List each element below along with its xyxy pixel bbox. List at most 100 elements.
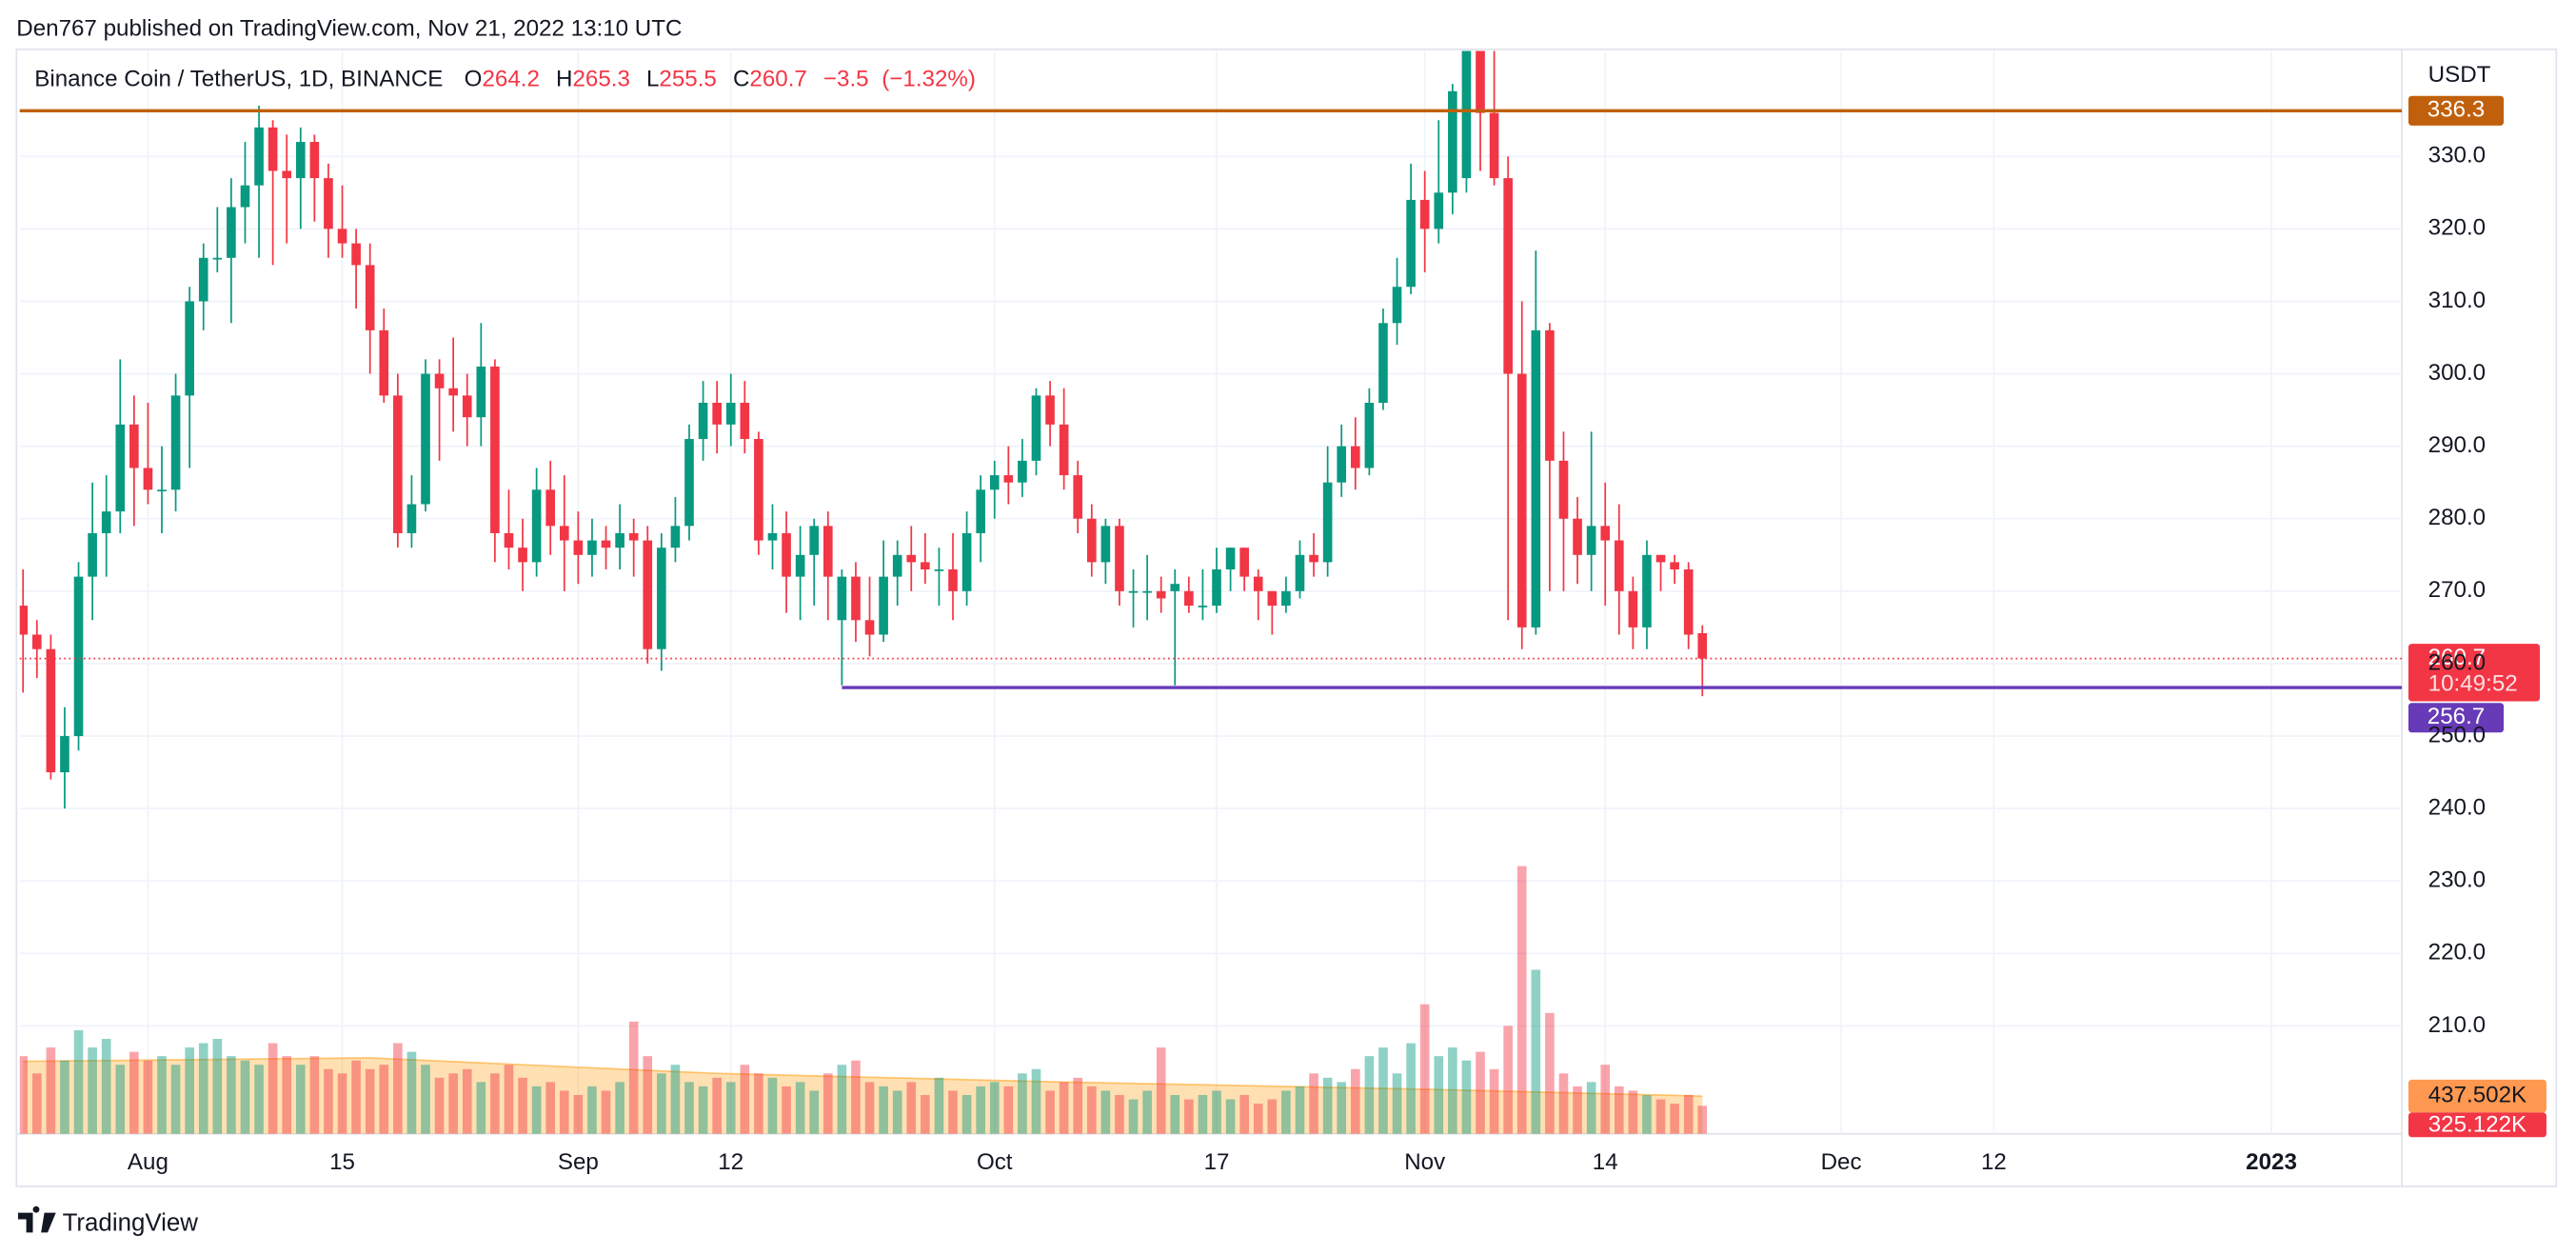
candle-body xyxy=(170,395,181,490)
candle-body xyxy=(1212,569,1221,607)
volume-bar xyxy=(1018,1073,1027,1134)
brand-icon xyxy=(17,1205,56,1233)
volume-bar xyxy=(1628,1090,1638,1134)
candle-body xyxy=(1253,576,1263,591)
volume-bar xyxy=(559,1090,569,1134)
candle-body xyxy=(101,511,111,533)
candle-body xyxy=(961,532,972,591)
candle-body xyxy=(379,329,389,396)
candle-body xyxy=(1045,395,1055,425)
candle-body xyxy=(1448,90,1457,193)
resistance-tag xyxy=(2408,95,2505,126)
y-tick-label: 240.0 xyxy=(2428,794,2486,820)
candle-body xyxy=(1476,50,1485,113)
candle-body xyxy=(240,185,250,208)
volume-bar xyxy=(198,1043,208,1134)
volume-bar xyxy=(1503,1026,1513,1134)
candle-body xyxy=(1337,446,1347,483)
candle-body xyxy=(462,395,472,418)
volume-bar xyxy=(406,1051,417,1134)
candle-body xyxy=(365,265,375,330)
x-tick-label: Aug xyxy=(128,1149,168,1175)
candle-body xyxy=(1128,590,1139,593)
candle-body xyxy=(1281,590,1291,607)
candle-body xyxy=(115,424,126,512)
candle-body xyxy=(1545,329,1555,461)
volume-bar xyxy=(1170,1094,1180,1134)
volume-bar xyxy=(657,1073,666,1134)
volume-bar xyxy=(1184,1099,1194,1134)
x-tick-label: Nov xyxy=(1404,1149,1445,1175)
candle-body xyxy=(157,489,167,492)
volume-bar xyxy=(615,1082,624,1134)
volume-bar xyxy=(767,1077,778,1134)
volume-bar xyxy=(19,1056,29,1134)
volume-bar xyxy=(837,1065,847,1134)
last-price-tag xyxy=(2408,644,2541,702)
candle-body xyxy=(795,554,805,577)
volume-bar xyxy=(1419,1004,1430,1134)
candle-body xyxy=(1586,526,1596,555)
candle-body xyxy=(254,127,264,186)
volume-bar xyxy=(1156,1047,1166,1134)
volume-bar xyxy=(1476,1051,1485,1134)
volume-bar xyxy=(1003,1086,1014,1134)
countdown-label: 10:49:52 xyxy=(2428,671,2518,697)
grid xyxy=(19,50,2403,1134)
candle-body xyxy=(698,402,708,440)
volume-bar xyxy=(143,1060,153,1134)
x-tick-label: 14 xyxy=(1593,1149,1618,1175)
y-tick-label: 300.0 xyxy=(2428,360,2486,386)
candle-body xyxy=(1697,632,1708,659)
volume-bar xyxy=(754,1073,763,1134)
candle-body xyxy=(1267,590,1278,607)
volume-bar xyxy=(1531,969,1541,1134)
volume-bar xyxy=(864,1082,875,1134)
candle-body xyxy=(587,540,597,555)
volume-bar xyxy=(961,1094,972,1134)
candle-body xyxy=(198,257,208,302)
candle-body xyxy=(490,366,500,533)
candle-body xyxy=(809,526,820,555)
volume-bar xyxy=(504,1065,514,1134)
candle-body xyxy=(822,526,833,577)
candle-body xyxy=(531,489,542,563)
volume-bar xyxy=(1309,1073,1318,1134)
volume-bar xyxy=(1516,866,1527,1134)
volume-bar xyxy=(1697,1106,1708,1134)
y-tick-label: 330.0 xyxy=(2428,143,2486,169)
candle-body xyxy=(1239,548,1249,577)
volume-bar xyxy=(379,1065,389,1134)
x-tick-label: Dec xyxy=(1821,1149,1862,1175)
candle-body xyxy=(851,576,861,621)
candles xyxy=(19,50,1708,809)
volume-bar xyxy=(822,1073,833,1134)
candle-body xyxy=(1170,584,1180,591)
x-tick-label: 12 xyxy=(1981,1149,2007,1175)
volume-bar xyxy=(1045,1090,1055,1134)
candle-body xyxy=(837,576,847,621)
candle-body xyxy=(1073,475,1083,519)
candle-body xyxy=(1655,554,1666,563)
candle-body xyxy=(1156,590,1166,599)
brand-name: TradingView xyxy=(63,1210,199,1237)
y-tick-label: 270.0 xyxy=(2428,577,2486,603)
candle-body xyxy=(1642,554,1652,628)
candle-body xyxy=(73,576,84,737)
volume-bar xyxy=(240,1060,250,1134)
volume-bar xyxy=(1600,1065,1611,1134)
candle-body xyxy=(518,548,527,563)
candle-body xyxy=(1003,475,1014,483)
volume-label: 325.122K xyxy=(2428,1112,2526,1138)
volume-bar xyxy=(906,1082,917,1134)
x-tick-label: 2023 xyxy=(2246,1149,2297,1175)
candle-body xyxy=(573,540,584,555)
candle-body xyxy=(324,178,333,229)
open-label: O xyxy=(465,67,483,92)
candle-body xyxy=(754,439,763,541)
candle-body xyxy=(1225,548,1236,570)
x-tick-label: 12 xyxy=(718,1149,743,1175)
volume-bar xyxy=(989,1082,1000,1134)
candle-body xyxy=(1115,526,1124,591)
volume-bar xyxy=(1073,1077,1083,1134)
